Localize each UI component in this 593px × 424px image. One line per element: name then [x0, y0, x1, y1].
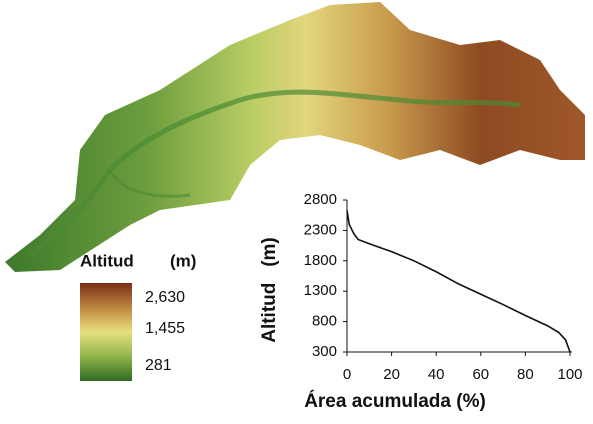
- hypsometric-chart: Área acumulada (%) Altitud (m) 300800130…: [250, 185, 590, 415]
- y-tick-label: 2800: [304, 191, 337, 208]
- chart-background: [250, 185, 590, 415]
- x-tick-label: 20: [383, 366, 400, 383]
- x-tick-label: 100: [557, 366, 582, 383]
- legend-label: 281: [145, 357, 172, 374]
- x-tick-label: 60: [472, 366, 489, 383]
- legend-unit: (m): [170, 251, 196, 270]
- tributary: [108, 169, 191, 198]
- y-tick-label: 1300: [304, 282, 337, 299]
- x-tick-label: 40: [428, 366, 445, 383]
- y-tick-label: 1800: [304, 252, 337, 269]
- y-tick-label: 2300: [304, 221, 337, 238]
- watershed-map: [5, 2, 585, 272]
- legend-label: 2,630: [145, 289, 185, 306]
- y-tick-label: 300: [312, 343, 337, 360]
- x-axis-label: Área acumulada (%): [304, 390, 486, 412]
- x-tick-label: 80: [517, 366, 534, 383]
- x-tick-label: 0: [343, 366, 351, 383]
- river-valley: [28, 89, 521, 257]
- legend-title: Altitud: [80, 251, 134, 270]
- y-tick-label: 800: [312, 313, 337, 330]
- elevation-raster: [5, 2, 585, 272]
- color-bar: [80, 283, 132, 381]
- hypsometric-curve: [346, 210, 571, 353]
- y-axis-label: Altitud (m): [259, 237, 280, 343]
- legend: Altitud (m) 2,630 1,455 281: [80, 251, 196, 381]
- legend-label: 1,455: [145, 320, 185, 337]
